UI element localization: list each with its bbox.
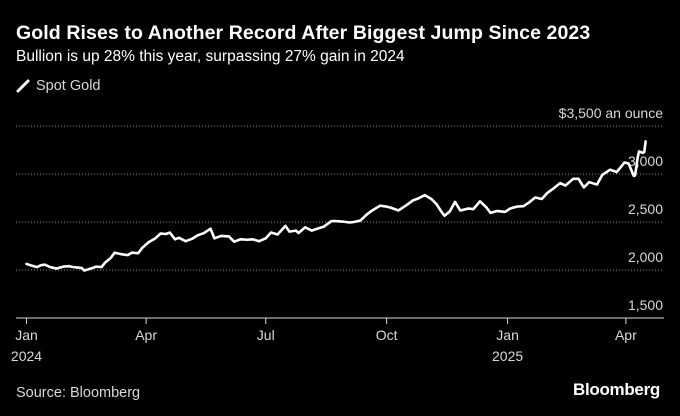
legend-line-icon (16, 79, 30, 93)
y-tick-label: $3,500 an ounce (559, 105, 664, 121)
legend-label: Spot Gold (36, 78, 101, 94)
x-tick-label: Jan (15, 327, 38, 343)
x-tick-label: Oct (376, 327, 398, 343)
x-tick-label: Apr (615, 327, 637, 343)
y-tick-label: 2,500 (628, 201, 663, 217)
x-tick-year-label: 2024 (11, 348, 42, 364)
chart-legend: Spot Gold (16, 78, 101, 94)
y-tick-label: 2,000 (628, 249, 663, 265)
x-tick-label: Jan (496, 327, 519, 343)
chart-subtitle: Bullion is up 28% this year, surpassing … (16, 48, 405, 65)
x-tick-label: Apr (135, 327, 157, 343)
chart-title: Gold Rises to Another Record After Bigge… (16, 22, 591, 44)
x-tick-year-label: 2025 (492, 348, 523, 364)
source-note: Source: Bloomberg (16, 385, 141, 401)
y-tick-label: 3,000 (628, 153, 663, 169)
series-line-spot-gold (25, 140, 647, 272)
y-tick-label: 1,500 (628, 297, 663, 313)
bloomberg-logo: Bloomberg (572, 380, 660, 399)
x-tick-label: Jul (257, 327, 275, 343)
